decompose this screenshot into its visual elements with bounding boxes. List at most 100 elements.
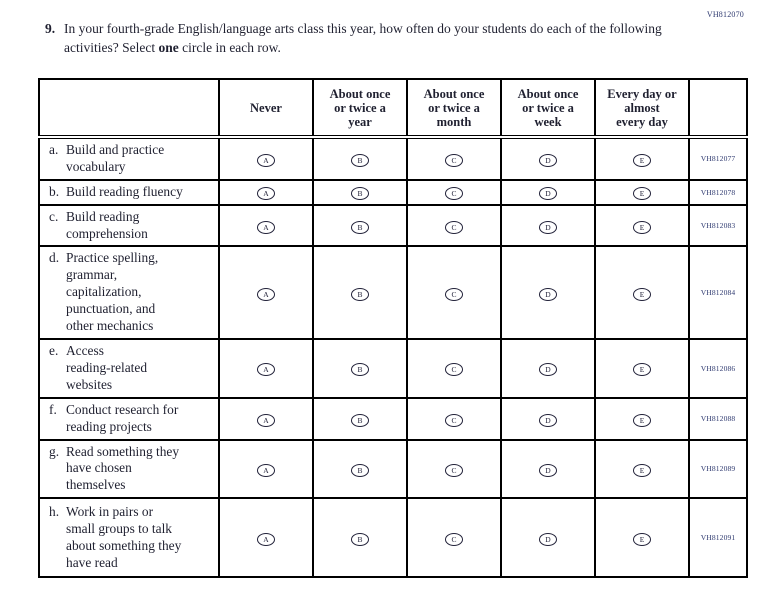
option-cell: A xyxy=(218,136,314,181)
answer-oval[interactable]: A xyxy=(257,287,275,301)
answer-oval[interactable]: C xyxy=(445,154,463,168)
table-row: g. Read something they have chosen themse… xyxy=(38,438,748,500)
option-cell: B xyxy=(312,136,408,181)
answer-oval[interactable]: A xyxy=(257,533,275,546)
answer-oval[interactable]: A xyxy=(257,154,275,168)
option-cell: E xyxy=(594,245,690,340)
item-code: VH812077 xyxy=(688,136,748,181)
option-cell: A xyxy=(218,178,314,206)
option-cell: C xyxy=(406,497,502,579)
answer-oval[interactable]: A xyxy=(257,187,275,201)
activity-label-cell: a. Build and practice vocabulary xyxy=(38,136,220,181)
option-cell: C xyxy=(406,178,502,206)
row-letter: f. xyxy=(49,401,57,417)
answer-oval[interactable]: B xyxy=(351,464,369,478)
option-cell: E xyxy=(594,497,690,579)
table-row: h. Work in pairs or small groups to talk … xyxy=(38,497,748,579)
row-label: Read something they have chosen themselv… xyxy=(66,443,180,493)
item-code: VH812078 xyxy=(688,178,748,206)
option-cell: D xyxy=(500,203,596,248)
answer-oval[interactable]: C xyxy=(445,287,463,301)
row-letter: d. xyxy=(49,250,60,266)
option-cell: E xyxy=(594,136,690,181)
activity-label-cell: d. Practice spelling, grammar, capitaliza… xyxy=(38,245,220,340)
option-cell: C xyxy=(406,203,502,248)
answer-oval[interactable]: B xyxy=(351,187,369,201)
row-letter: a. xyxy=(49,142,59,157)
option-cell: B xyxy=(312,438,408,500)
option-cell: A xyxy=(218,337,314,399)
answer-oval[interactable]: C xyxy=(445,187,463,201)
option-cell: A xyxy=(218,396,314,441)
activity-label-cell: c. Build reading comprehension xyxy=(38,203,220,248)
option-cell: C xyxy=(406,396,502,441)
option-cell: E xyxy=(594,178,690,206)
option-cell: D xyxy=(500,178,596,206)
answer-oval[interactable]: B xyxy=(351,363,369,377)
table-row: a. Build and practice vocabulary A B C D … xyxy=(38,136,748,181)
header-row: Never About once or twice a year About o… xyxy=(38,78,748,139)
answer-oval[interactable]: B xyxy=(351,413,369,427)
answer-oval[interactable]: C xyxy=(445,413,463,427)
answer-oval[interactable]: C xyxy=(445,464,463,478)
row-label: Build and practice vocabulary xyxy=(66,142,165,174)
option-cell: B xyxy=(312,203,408,248)
option-cell: B xyxy=(312,178,408,206)
answer-oval[interactable]: E xyxy=(633,220,651,234)
answer-oval[interactable]: E xyxy=(633,464,651,478)
option-cell: D xyxy=(500,337,596,399)
row-label: Work in pairs or small groups to talk ab… xyxy=(66,503,182,570)
answer-oval[interactable]: C xyxy=(445,363,463,377)
item-code: VH812091 xyxy=(688,497,748,579)
answer-oval[interactable]: E xyxy=(633,154,651,168)
row-label: Build reading fluency xyxy=(66,183,183,199)
answer-oval[interactable]: E xyxy=(633,533,651,546)
answer-oval[interactable]: A xyxy=(257,220,275,234)
answer-oval[interactable]: D xyxy=(539,287,557,301)
answer-oval[interactable]: E xyxy=(633,187,651,201)
question-text: In your fourth-grade English/language ar… xyxy=(64,19,663,57)
answer-oval[interactable]: D xyxy=(539,220,557,234)
column-header-once-twice-month: About once or twice a month xyxy=(406,78,502,139)
option-cell: D xyxy=(500,497,596,579)
question-block: 9. In your fourth-grade English/language… xyxy=(45,19,663,57)
option-cell: C xyxy=(406,136,502,181)
question-text-bold: one xyxy=(158,40,179,56)
answer-oval[interactable]: E xyxy=(633,413,651,427)
item-code: VH812083 xyxy=(688,203,748,248)
answer-oval[interactable]: D xyxy=(539,187,557,201)
option-cell: E xyxy=(594,203,690,248)
answer-oval[interactable]: C xyxy=(445,533,463,546)
activity-label-cell: h. Work in pairs or small groups to talk … xyxy=(38,497,220,579)
option-cell: D xyxy=(500,438,596,500)
option-cell: B xyxy=(312,337,408,399)
option-cell: D xyxy=(500,245,596,340)
table-row: d. Practice spelling, grammar, capitaliza… xyxy=(38,245,748,340)
answer-oval[interactable]: B xyxy=(351,154,369,168)
answer-oval[interactable]: B xyxy=(351,220,369,234)
answer-oval[interactable]: B xyxy=(351,287,369,301)
question-number: 9. xyxy=(45,21,56,36)
table-row: c. Build reading comprehension A B C D E … xyxy=(38,203,748,248)
answer-oval[interactable]: E xyxy=(633,287,651,301)
answer-oval[interactable]: A xyxy=(257,413,275,427)
row-letter: h. xyxy=(49,503,60,519)
question-text-end: circle in each row. xyxy=(178,40,281,56)
option-cell: E xyxy=(594,337,690,399)
answer-oval[interactable]: A xyxy=(257,363,275,377)
answer-oval[interactable]: D xyxy=(539,533,557,546)
answer-oval[interactable]: D xyxy=(539,363,557,377)
form-code: VH812070 xyxy=(706,10,744,19)
answer-oval[interactable]: E xyxy=(633,363,651,377)
answer-oval[interactable]: C xyxy=(445,220,463,234)
option-cell: A xyxy=(218,245,314,340)
option-cell: A xyxy=(218,203,314,248)
row-label: Practice spelling, grammar, capitalizati… xyxy=(66,250,159,334)
answer-oval[interactable]: D xyxy=(539,154,557,168)
answer-oval[interactable]: A xyxy=(257,464,275,478)
answer-oval[interactable]: D xyxy=(539,413,557,427)
answer-oval[interactable]: B xyxy=(351,533,369,546)
activity-label-cell: e. Access reading-related websites xyxy=(38,337,220,399)
table-row: f. Conduct research for reading projects … xyxy=(38,396,748,441)
answer-oval[interactable]: D xyxy=(539,464,557,478)
